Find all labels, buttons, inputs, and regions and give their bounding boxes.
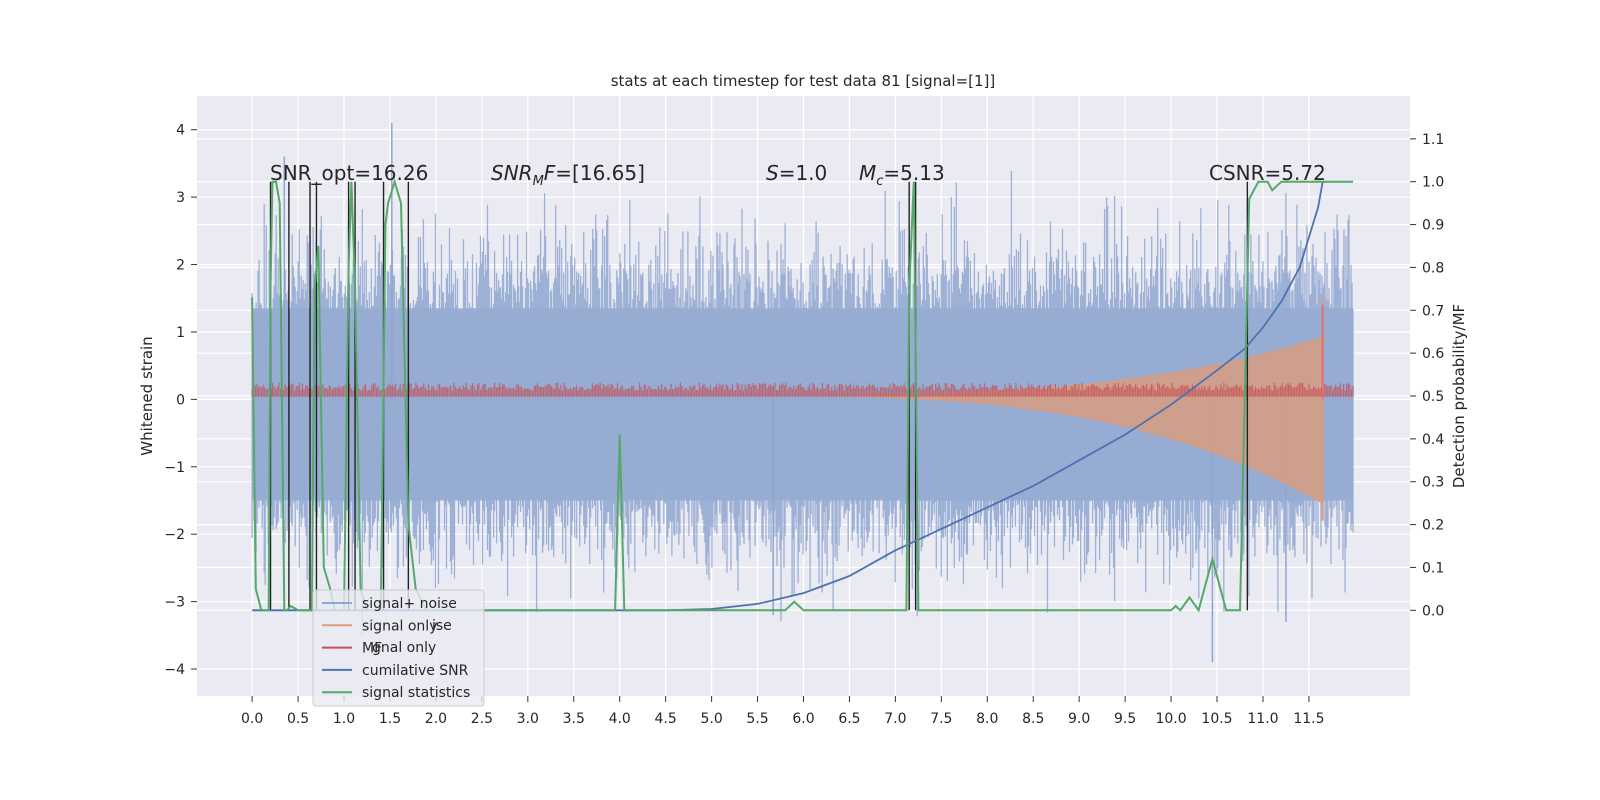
left-y-tick-label: −4 xyxy=(164,662,185,678)
x-tick-label: 4.0 xyxy=(609,711,631,727)
legend-ghost-gnal-only: gnal only xyxy=(372,640,436,656)
x-tick-label: 2.0 xyxy=(425,711,447,727)
x-tick-label: 3.5 xyxy=(563,711,585,727)
right-y-axis-ticks: 1.1 1.0 0.9 0.8 0.7 0.6 0.5 0.4 0.3 0.2 0.1 0.0 xyxy=(1410,132,1444,619)
right-y-tick-label: 1.1 xyxy=(1422,132,1444,148)
right-y-tick-label: 0.0 xyxy=(1422,603,1444,619)
right-y-tick-label: 0.4 xyxy=(1422,432,1444,448)
x-tick-label: 8.0 xyxy=(976,711,998,727)
annotation-snr-opt: SNR_opt=16.26 xyxy=(270,161,428,185)
x-tick-label: 5.5 xyxy=(746,711,768,727)
right-y-tick-label: 1.0 xyxy=(1422,175,1444,191)
cumulative-snr-line xyxy=(252,181,1324,612)
x-tick-label: 6.0 xyxy=(792,711,814,727)
x-tick-label: 3.0 xyxy=(517,711,539,727)
annotation-mc: Mc=5.13 xyxy=(859,161,945,189)
annotation-snr-mf: SNRMF=[16.65] xyxy=(491,161,645,189)
right-y-tick-label: 0.6 xyxy=(1422,346,1444,362)
legend-ghost-ise: ise xyxy=(432,618,452,634)
legend-label: signal statistics xyxy=(362,685,470,701)
left-y-tick-label: 1 xyxy=(176,325,185,341)
right-y-tick-label: 0.2 xyxy=(1422,518,1444,534)
x-tick-label: 7.0 xyxy=(884,711,906,727)
x-tick-label: 11.0 xyxy=(1247,711,1278,727)
left-y-tick-label: −3 xyxy=(164,595,185,611)
right-y-tick-label: 0.5 xyxy=(1422,389,1444,405)
x-tick-label: 0.5 xyxy=(287,711,309,727)
legend-label: signal+ noise xyxy=(362,596,457,612)
right-y-tick-label: 0.9 xyxy=(1422,218,1444,234)
x-tick-label: 7.5 xyxy=(930,711,952,727)
signal-statistics-line xyxy=(251,178,1353,613)
x-tick-label: 5.0 xyxy=(700,711,722,727)
right-y-axis-label: Detection probability/MF xyxy=(1450,304,1468,488)
x-tick-label: 10.5 xyxy=(1201,711,1232,727)
annotations: SNR_opt=16.26 SNRMF=[16.65] S=1.0 Mc=5.1… xyxy=(270,161,1326,189)
x-axis-ticks: 0.0 0.5 1.0 1.5 2.0 2.5 3.0 3.5 4.0 4.5 5.0 5.5 6.0 6… xyxy=(241,696,1325,727)
signal-statistics-series xyxy=(251,178,1353,613)
legend-box xyxy=(312,589,485,707)
x-tick-label: 0.0 xyxy=(241,711,263,727)
x-tick-label: 10.0 xyxy=(1155,711,1186,727)
right-y-tick-label: 0.1 xyxy=(1422,560,1444,576)
legend-label: MF xyxy=(362,641,382,657)
left-y-tick-label: 3 xyxy=(176,190,185,206)
mf-line xyxy=(251,382,1354,397)
mf-series xyxy=(251,304,1354,400)
left-y-axis-ticks: 4 3 2 1 0 −1 −2 −3 −4 xyxy=(164,123,197,678)
right-y-tick-label: 0.8 xyxy=(1422,260,1444,276)
chart-title: stats at each timestep for test data 81 … xyxy=(611,72,996,90)
annotation-csnr: CSNR=5.72 xyxy=(1209,161,1326,185)
x-tick-label: 11.5 xyxy=(1293,711,1324,727)
right-y-tick-label: 0.3 xyxy=(1422,475,1444,491)
cumulative-snr-series xyxy=(252,181,1324,612)
legend: ise gnal only signal+ noise signal only MF… xyxy=(312,589,485,707)
left-y-tick-label: −1 xyxy=(164,460,185,476)
x-tick-label: 4.5 xyxy=(655,711,677,727)
legend-label: cumilative SNR xyxy=(362,663,469,679)
x-tick-label: 1.0 xyxy=(333,711,355,727)
x-tick-label: 9.0 xyxy=(1068,711,1090,727)
right-y-tick-label: 0.7 xyxy=(1422,303,1444,319)
left-y-tick-label: 4 xyxy=(176,123,185,139)
left-y-tick-label: −2 xyxy=(164,527,185,543)
left-y-axis-label: Whitened strain xyxy=(138,336,156,455)
x-tick-label: 1.5 xyxy=(379,711,401,727)
left-y-tick-label: 0 xyxy=(176,392,185,408)
x-tick-label: 9.5 xyxy=(1114,711,1136,727)
x-tick-label: 8.5 xyxy=(1022,711,1044,727)
annotation-s: S=1.0 xyxy=(766,161,827,185)
x-tick-label: 2.5 xyxy=(471,711,493,727)
left-y-tick-label: 2 xyxy=(176,258,185,274)
signal-only-envelope xyxy=(711,336,1323,504)
legend-label: signal only xyxy=(362,618,437,634)
x-tick-label: 6.5 xyxy=(838,711,860,727)
